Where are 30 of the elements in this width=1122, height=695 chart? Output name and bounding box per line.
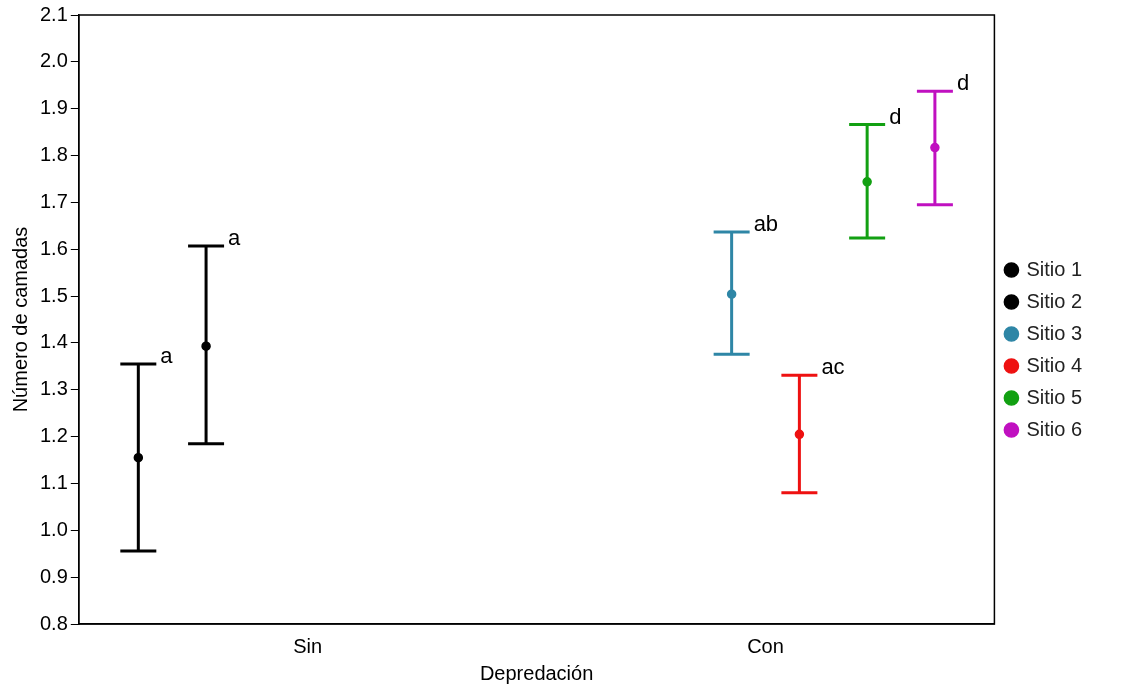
- y-tick-label: 1.4: [39, 330, 68, 353]
- y-tick-label: 2.1: [39, 2, 68, 25]
- y-tick-label: 0.8: [39, 611, 68, 634]
- y-tick-label: 2.0: [39, 49, 68, 72]
- legend-label: Sitio 4: [1026, 353, 1083, 376]
- legend-label: Sitio 6: [1026, 417, 1083, 440]
- y-tick-label: 1.6: [39, 236, 68, 259]
- annotation: a: [228, 225, 242, 251]
- legend-label: Sitio 5: [1026, 385, 1083, 408]
- legend-label: Sitio 1: [1026, 257, 1083, 280]
- y-tick-label: 1.0: [39, 517, 68, 540]
- annotation: ab: [753, 210, 779, 236]
- x-axis-title: Depredación: [479, 661, 594, 684]
- y-tick-label: 1.2: [39, 424, 68, 447]
- y-axis-title: Número de camadas: [8, 226, 31, 413]
- legend-label: Sitio 3: [1026, 321, 1083, 344]
- y-tick-label: 1.8: [39, 143, 68, 166]
- legend-label: Sitio 2: [1026, 289, 1083, 312]
- x-tick-label: Con: [747, 634, 784, 657]
- y-tick-label: 1.5: [39, 283, 68, 306]
- y-tick-label: 0.9: [39, 564, 68, 587]
- annotation: a: [160, 343, 174, 369]
- annotation: ac: [821, 354, 845, 380]
- y-tick-label: 1.7: [39, 189, 68, 212]
- y-tick-label: 1.9: [39, 96, 68, 119]
- annotation: d: [956, 70, 970, 96]
- annotation: d: [889, 103, 902, 129]
- y-tick-label: 1.3: [39, 377, 68, 400]
- y-tick-label: 1.1: [39, 470, 68, 493]
- x-tick-label: Sin: [293, 634, 323, 657]
